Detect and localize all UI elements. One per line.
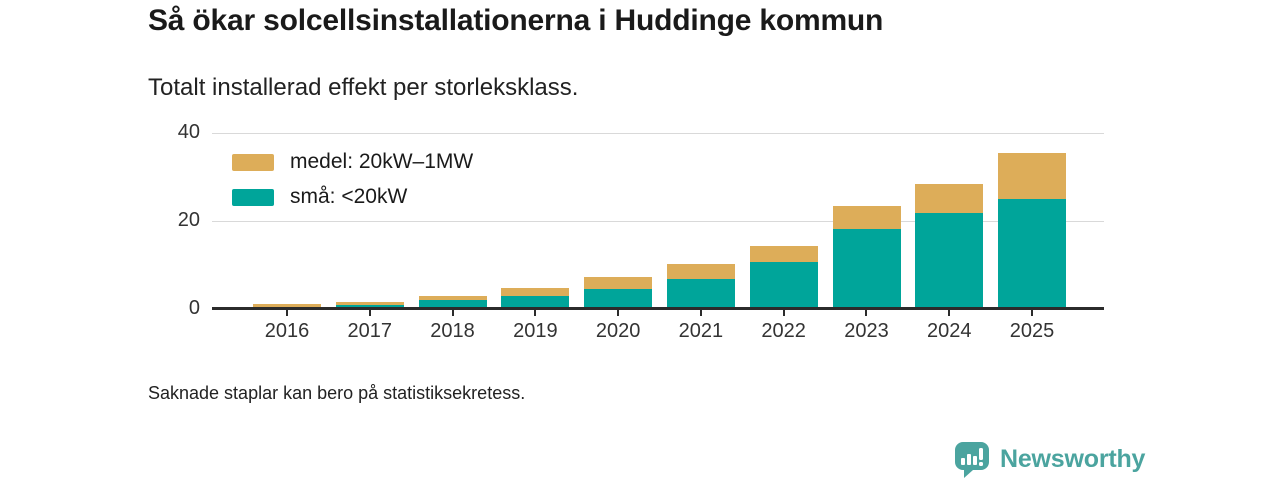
bar-medel-2016 xyxy=(253,304,321,307)
page-subtitle: Totalt installerad effekt per storlekskl… xyxy=(148,74,579,101)
x-tick-2021 xyxy=(699,310,702,316)
bar-medel-2020 xyxy=(584,277,653,289)
plot-area: 0 20 40 2016 2017 2018 2019 2020 2021 2022 2023 202… xyxy=(178,121,1104,342)
legend-swatch-sma xyxy=(232,188,274,206)
x-axis-line xyxy=(212,307,1104,310)
bar-sma-2022 xyxy=(749,262,818,307)
x-tick-label-2024: 2024 xyxy=(926,320,972,342)
x-tick-2018 xyxy=(451,310,454,316)
bar-sma-2021 xyxy=(666,279,735,307)
x-tick-2024 xyxy=(948,310,951,316)
x-tick-label-2016: 2016 xyxy=(264,320,310,342)
x-tick-2023 xyxy=(865,310,868,316)
x-tick-label-2021: 2021 xyxy=(678,320,724,342)
bar-sma-2025 xyxy=(998,199,1066,307)
y-grid-line-20 xyxy=(212,220,1104,222)
x-tick-label-2022: 2022 xyxy=(761,320,806,342)
bar-medel-2023 xyxy=(832,206,901,229)
x-tick-label-2020: 2020 xyxy=(595,320,641,342)
x-tick-2025 xyxy=(1031,310,1034,316)
x-tick-2019 xyxy=(534,310,537,316)
bar-medel-2021 xyxy=(666,264,735,279)
bar-sma-2017 xyxy=(335,305,404,307)
legend-label-sma: små: <20kW xyxy=(290,185,408,208)
x-tick-label-2018: 2018 xyxy=(430,320,475,342)
x-tick-2022 xyxy=(782,310,785,316)
footnote: Saknade staplar kan bero på statistiksek… xyxy=(148,383,526,403)
bar-sma-2018 xyxy=(418,300,487,307)
x-tick-label-2023: 2023 xyxy=(844,320,889,342)
bar-medel-2022 xyxy=(749,246,818,262)
x-tick-label-2019: 2019 xyxy=(513,320,558,342)
x-tick-2017 xyxy=(368,310,371,316)
x-tick-2020 xyxy=(617,310,620,316)
bar-medel-2025 xyxy=(998,153,1066,199)
x-tick-2016 xyxy=(286,310,288,316)
bar-medel-2024 xyxy=(915,184,984,213)
page-title: Så ökar solcellsinstallationerna i Huddi… xyxy=(148,4,884,37)
y-tick-label-20: 20 xyxy=(177,209,200,231)
chart-legend: medel: 20kW–1MW små: <20kW xyxy=(232,150,473,209)
bar-medel-2019 xyxy=(501,288,570,296)
x-tick-label-2017: 2017 xyxy=(347,320,393,342)
legend-label-medel: medel: 20kW–1MW xyxy=(290,150,474,173)
legend-item-medel: medel: 20kW–1MW xyxy=(232,150,473,174)
y-tick-label-0: 0 xyxy=(188,297,200,319)
newsworthy-logo: Newsworthy xyxy=(953,440,1145,478)
chart-bubble-icon xyxy=(955,442,989,478)
bar-sma-2020 xyxy=(584,289,653,307)
newsworthy-logo-text: Newsworthy xyxy=(1000,444,1146,473)
bar-medel-2018 xyxy=(418,296,487,300)
bar-medel-2017 xyxy=(335,302,404,305)
y-grid-line-40 xyxy=(212,132,1104,134)
bar-sma-2024 xyxy=(915,213,984,307)
legend-item-sma: små: <20kW xyxy=(232,185,473,209)
y-tick-label-40: 40 xyxy=(177,121,200,143)
x-tick-label-2025: 2025 xyxy=(1009,320,1055,342)
legend-swatch-medel xyxy=(232,153,274,171)
bar-sma-2019 xyxy=(501,296,570,307)
speech-bubble-shape xyxy=(955,442,989,478)
bar-sma-2023 xyxy=(832,229,901,307)
